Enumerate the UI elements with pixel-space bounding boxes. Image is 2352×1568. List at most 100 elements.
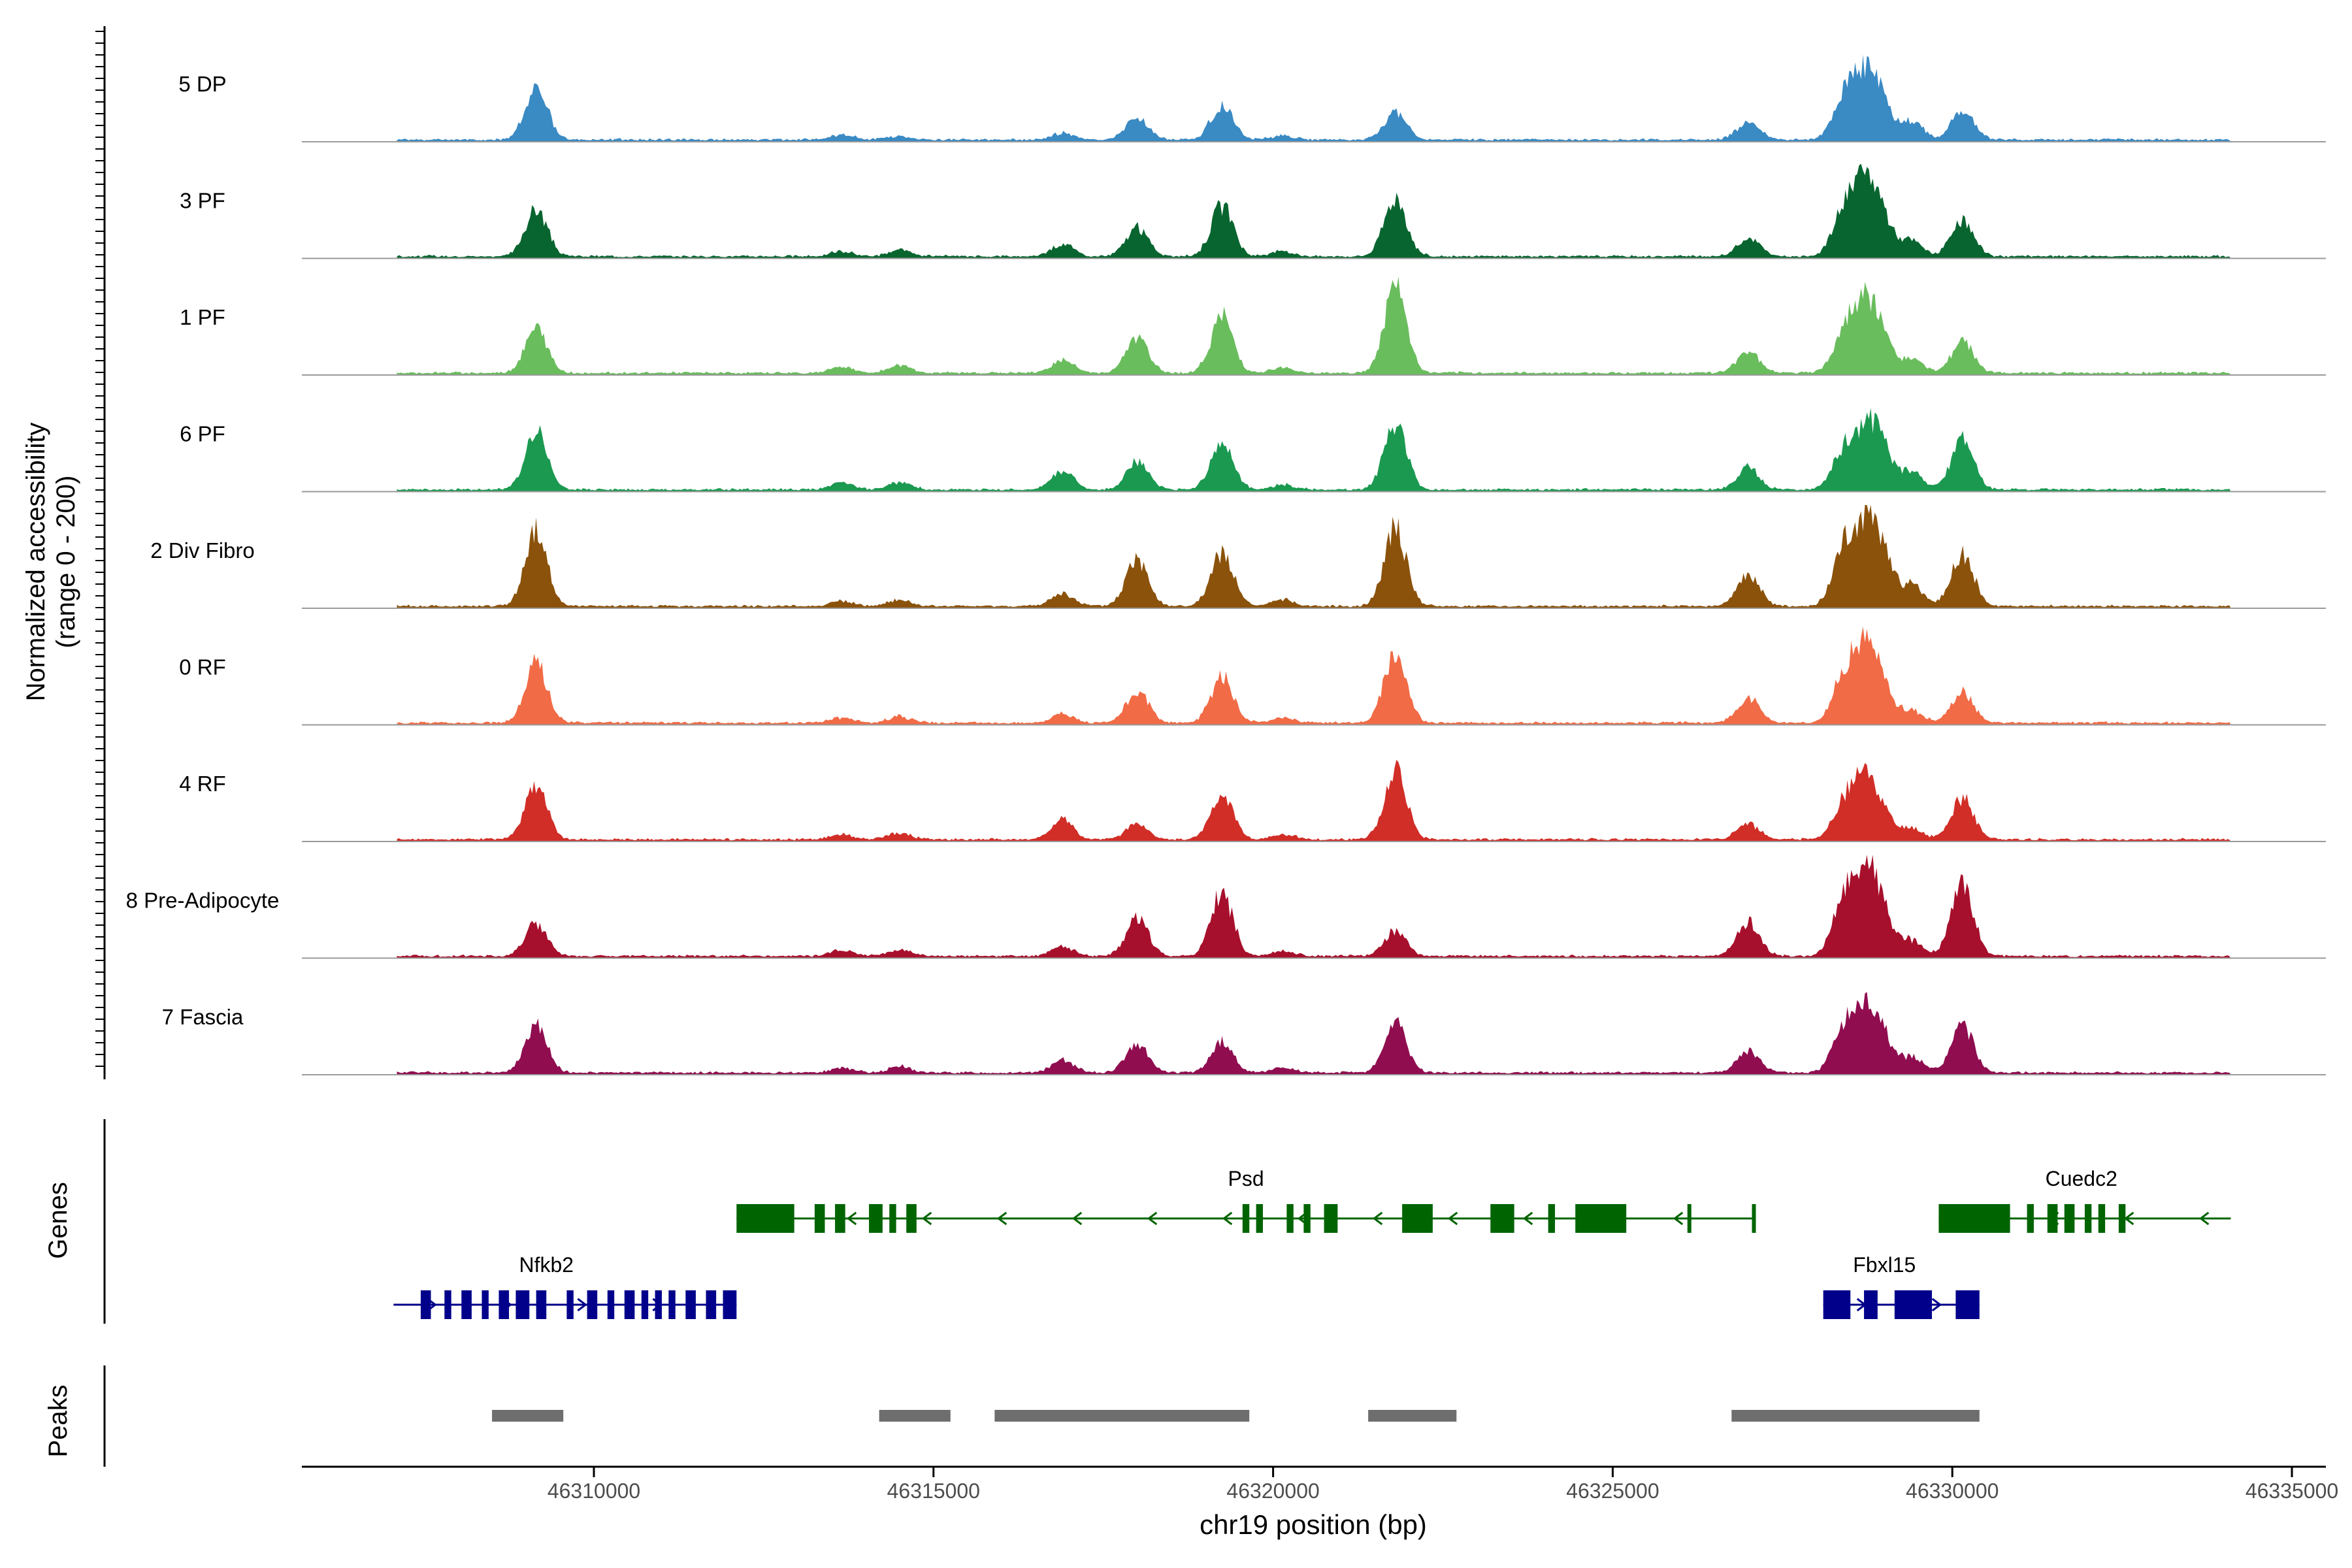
coverage-area-4-rf	[397, 759, 2231, 841]
gene-exon-fbxl15	[1894, 1290, 1933, 1319]
gene-exon-nfkb2	[607, 1290, 615, 1319]
gene-exon-nfkb2	[420, 1290, 431, 1319]
gene-label-psd: Psd	[1228, 1167, 1264, 1190]
x-axis-label: chr19 position (bp)	[1200, 1509, 1427, 1540]
gene-exon-nfkb2	[444, 1290, 451, 1319]
genomic-x-axis: chr19 position (bp) 46310000 46315000 4632…	[302, 1465, 2338, 1540]
gene-strand-arrow-fbxl15	[1931, 1298, 1942, 1312]
coverage-area-7-fascia	[397, 992, 2231, 1075]
gene-annotation-track: Genes Psd Cuedc2 Nfkb2 Fbxl15	[44, 1119, 2231, 1324]
gene-strand-arrow-psd	[846, 1211, 857, 1226]
gene-exon-psd	[869, 1204, 883, 1233]
gene-strand-arrow-psd	[1297, 1211, 1308, 1226]
track-label: 1 PF	[180, 305, 225, 329]
gene-strand-arrow-nfkb2	[427, 1298, 437, 1312]
gene-exon-nfkb2	[624, 1290, 635, 1319]
genes-track-label: Genes	[44, 1182, 73, 1259]
x-tick-label: 46335000	[2246, 1479, 2338, 1503]
x-tick-label: 46310000	[547, 1479, 640, 1503]
gene-label-cuedc2: Cuedc2	[2046, 1167, 2117, 1190]
coverage-area-1-pf	[397, 276, 2231, 375]
gene-strand-arrow-psd	[1673, 1211, 1684, 1226]
gene-label-fbxl15: Fbxl15	[1853, 1253, 1916, 1277]
gene-exon-nfkb2	[515, 1290, 530, 1319]
peak-bar	[879, 1410, 951, 1422]
track-label: 6 PF	[180, 422, 225, 446]
track-label: 5 DP	[178, 72, 226, 96]
gene-exon-psd	[1286, 1204, 1294, 1233]
peaks-track: Peaks	[44, 1365, 1980, 1467]
track-label: 0 RF	[179, 655, 226, 679]
gene-exon-psd	[1324, 1204, 1338, 1233]
y-axis-sublabel: (range 0 - 200)	[52, 476, 80, 649]
gene-exon-psd	[1256, 1204, 1264, 1233]
gene-strand-arrow-psd	[1372, 1211, 1383, 1226]
gene-strand-arrow-psd	[1222, 1211, 1233, 1226]
gene-exon-fbxl15	[1823, 1290, 1851, 1319]
gene-exon-cuedc2	[2118, 1204, 2126, 1233]
coverage-area-2-div-fibro	[397, 505, 2231, 608]
coverage-area-5-dp	[397, 54, 2231, 142]
gene-exon-psd	[889, 1204, 896, 1233]
accessibility-tracks: 5 DP 3 PF 1 PF 6 PF 2 Div Fibro 0 RF 4 RF 8 Pre…	[126, 54, 2326, 1075]
gene-strand-arrow-nfkb2	[502, 1298, 512, 1312]
track-label: 3 PF	[180, 189, 225, 213]
accessibility-y-axis: Normalized accessibility (range 0 - 200)	[22, 26, 106, 1079]
peak-bar	[994, 1410, 1250, 1422]
gene-strand-arrow-psd	[1071, 1211, 1083, 1226]
gene-exon-nfkb2	[482, 1290, 489, 1319]
gene-exon-psd	[1402, 1204, 1433, 1233]
gene-exon-nfkb2	[655, 1290, 662, 1319]
x-tick-label: 46315000	[887, 1479, 980, 1503]
gene-exon-psd	[1548, 1204, 1556, 1233]
x-tick-label: 46325000	[1566, 1479, 1659, 1503]
gene-exon-nfkb2	[641, 1290, 649, 1319]
gene-strand-arrow-psd	[1522, 1211, 1533, 1226]
gene-exon-psd	[906, 1204, 917, 1233]
gene-exon-cuedc2	[2027, 1204, 2034, 1233]
gene-exon-nfkb2	[461, 1290, 472, 1319]
gene-exon-nfkb2	[723, 1290, 737, 1319]
coverage-area-3-pf	[397, 163, 2231, 259]
gene-label-nfkb2: Nfkb2	[519, 1253, 574, 1277]
track-label: 8 Pre-Adipocyte	[126, 889, 280, 913]
gene-strand-arrow-psd	[996, 1211, 1007, 1226]
track-label: 7 Fascia	[162, 1005, 244, 1029]
gene-exon-cuedc2	[2098, 1204, 2106, 1233]
gene-exon-nfkb2	[685, 1290, 696, 1319]
coverage-area-0-rf	[397, 627, 2231, 725]
gene-strand-arrow-nfkb2	[652, 1298, 662, 1312]
gene-exon-fbxl15	[1955, 1290, 1980, 1319]
gene-exon-nfkb2	[587, 1290, 598, 1319]
gene-strand-arrow-psd	[1597, 1211, 1609, 1226]
y-axis-label: Normalized accessibility	[22, 423, 50, 702]
gene-exon-psd	[1303, 1204, 1311, 1233]
x-tick-label: 46320000	[1226, 1479, 1319, 1503]
coverage-area-8-pre-adipocyte	[397, 855, 2231, 958]
gene-exon-psd	[814, 1204, 825, 1233]
gene-strand-arrow-nfkb2	[577, 1298, 587, 1312]
coverage-area-6-pf	[397, 408, 2231, 492]
gene-strand-arrow-psd	[1447, 1211, 1458, 1226]
gene-strand-arrow-psd	[771, 1211, 782, 1226]
peaks-track-label: Peaks	[44, 1384, 73, 1457]
gene-strand-arrow-fbxl15	[1856, 1298, 1867, 1312]
gene-exon-nfkb2	[536, 1290, 547, 1319]
gene-strand-arrow-psd	[921, 1211, 932, 1226]
gene-exon-cuedc2	[2084, 1204, 2092, 1233]
gene-exon-cuedc2	[2047, 1204, 2058, 1233]
gene-strand-arrow-cuedc2	[2123, 1211, 2134, 1226]
track-label: 2 Div Fibro	[150, 538, 255, 563]
gene-exon-nfkb2	[566, 1290, 574, 1319]
gene-exon-psd	[736, 1204, 794, 1233]
peak-bar	[1731, 1410, 1980, 1422]
gene-exon-psd	[1687, 1204, 1691, 1233]
gene-exon-nfkb2	[498, 1290, 510, 1319]
gene-exon-cuedc2	[2064, 1204, 2075, 1233]
gene-exon-nfkb2	[668, 1290, 676, 1319]
gene-strand-arrow-cuedc2	[2198, 1211, 2210, 1226]
x-tick-label: 46330000	[1906, 1479, 1999, 1503]
gene-exon-fbxl15	[1864, 1290, 1878, 1319]
gene-strand-arrow-cuedc2	[2048, 1211, 2059, 1226]
